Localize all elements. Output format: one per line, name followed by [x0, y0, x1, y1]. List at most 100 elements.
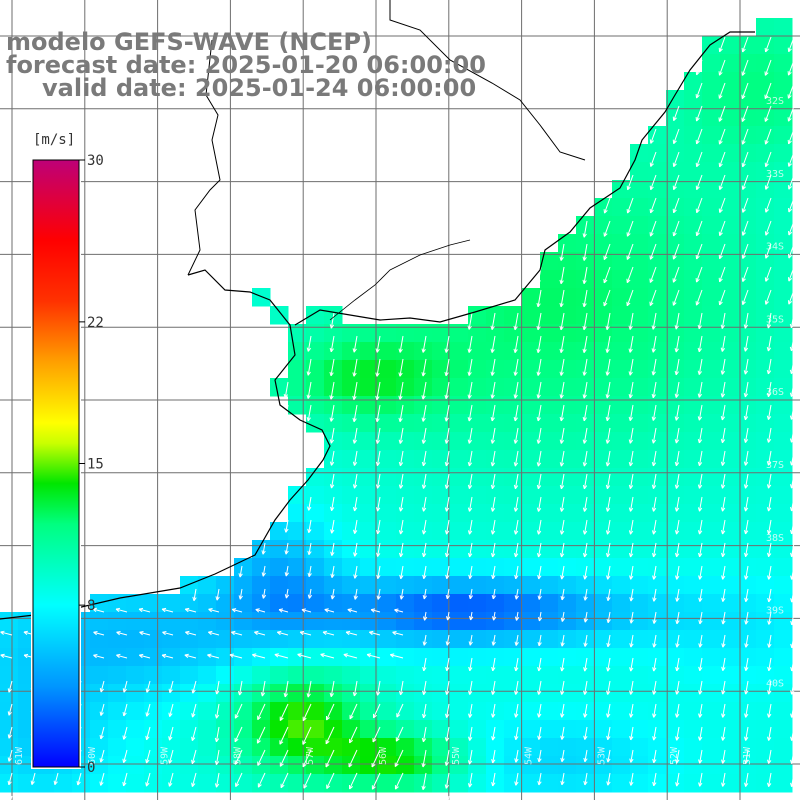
wind-speed-cell: [612, 666, 631, 685]
wind-speed-cell: [486, 756, 505, 775]
wind-speed-cell: [702, 522, 721, 541]
wind-speed-cell: [540, 558, 559, 577]
wind-speed-cell: [468, 414, 487, 433]
wind-speed-cell: [144, 720, 163, 739]
wind-speed-cell: [612, 756, 631, 775]
wind-speed-cell: [540, 450, 559, 469]
wind-speed-cell: [702, 270, 721, 289]
wind-speed-cell: [738, 90, 757, 109]
wind-speed-cell: [738, 558, 757, 577]
wind-speed-cell: [414, 720, 433, 739]
wind-speed-cell: [738, 234, 757, 253]
wind-speed-cell: [540, 576, 559, 595]
wind-speed-cell: [576, 234, 595, 253]
wind-speed-cell: [612, 270, 631, 289]
wind-speed-cell: [666, 270, 685, 289]
wind-speed-cell: [486, 576, 505, 595]
wind-speed-cell: [522, 648, 541, 667]
wind-speed-cell: [504, 738, 523, 757]
wind-speed-cell: [774, 360, 793, 379]
wind-speed-cell: [522, 288, 541, 307]
wind-speed-cell: [522, 414, 541, 433]
wind-speed-cell: [126, 702, 145, 721]
wind-speed-cell: [702, 72, 721, 91]
wind-speed-cell: [612, 486, 631, 505]
wind-speed-cell: [288, 702, 307, 721]
wind-speed-cell: [306, 630, 325, 649]
wind-speed-cell: [684, 198, 703, 217]
wind-speed-cell: [396, 738, 415, 757]
wind-speed-cell: [558, 702, 577, 721]
wind-speed-cell: [774, 504, 793, 523]
wind-speed-cell: [738, 504, 757, 523]
wind-speed-cell: [324, 342, 343, 361]
wind-speed-cell: [540, 720, 559, 739]
wind-speed-cell: [378, 648, 397, 667]
wind-speed-cell: [144, 702, 163, 721]
wind-speed-cell: [252, 288, 271, 307]
wind-speed-cell: [450, 648, 469, 667]
wind-speed-cell: [486, 648, 505, 667]
wind-speed-cell: [486, 630, 505, 649]
wind-speed-cell: [720, 54, 739, 73]
wind-speed-cell: [756, 342, 775, 361]
wind-speed-cell: [720, 162, 739, 181]
wind-speed-cell: [396, 594, 415, 613]
valid-date: valid date: 2025-01-24 06:00:00: [42, 76, 476, 100]
wind-speed-cell: [756, 144, 775, 163]
wind-speed-cell: [540, 612, 559, 631]
wind-speed-cell: [684, 612, 703, 631]
wind-speed-cell: [666, 450, 685, 469]
wind-speed-cell: [702, 198, 721, 217]
wind-speed-cell: [540, 360, 559, 379]
wind-speed-cell: [666, 342, 685, 361]
wind-speed-cell: [252, 558, 271, 577]
wind-speed-cell: [468, 612, 487, 631]
wind-speed-cell: [540, 414, 559, 433]
wind-speed-cell: [378, 540, 397, 559]
latitude-label: 39S: [766, 606, 784, 617]
wind-speed-cell: [288, 774, 307, 793]
wind-speed-cell: [540, 396, 559, 415]
wind-speed-cell: [306, 540, 325, 559]
wind-speed-cell: [432, 576, 451, 595]
wind-speed-cell: [378, 360, 397, 379]
wind-speed-cell: [306, 720, 325, 739]
wind-speed-cell: [0, 702, 19, 721]
wind-speed-cell: [612, 522, 631, 541]
wind-speed-cell: [504, 666, 523, 685]
wind-speed-cell: [684, 108, 703, 127]
wind-speed-cell: [702, 738, 721, 757]
wind-speed-cell: [378, 378, 397, 397]
wind-speed-cell: [486, 342, 505, 361]
wind-speed-cell: [450, 774, 469, 793]
wind-speed-cell: [612, 378, 631, 397]
wind-speed-cell: [288, 342, 307, 361]
wind-speed-cell: [504, 486, 523, 505]
wind-speed-cell: [630, 342, 649, 361]
wind-speed-cell: [774, 486, 793, 505]
wind-speed-cell: [756, 504, 775, 523]
wind-speed-cell: [522, 612, 541, 631]
wind-speed-cell: [180, 612, 199, 631]
wind-speed-cell: [756, 432, 775, 451]
wind-speed-cell: [684, 396, 703, 415]
wind-speed-cell: [90, 774, 109, 793]
wind-speed-cell: [378, 720, 397, 739]
wind-speed-cell: [756, 108, 775, 127]
wind-speed-cell: [738, 702, 757, 721]
wind-speed-cell: [450, 684, 469, 703]
wind-speed-cell: [396, 342, 415, 361]
longitude-label: 61W: [14, 746, 25, 765]
wind-speed-cell: [234, 666, 253, 685]
wind-speed-cell: [702, 630, 721, 649]
wind-speed-cell: [432, 738, 451, 757]
wind-speed-cell: [396, 630, 415, 649]
wind-speed-cell: [630, 594, 649, 613]
wind-speed-cell: [648, 666, 667, 685]
wind-speed-cell: [450, 450, 469, 469]
wind-speed-cell: [468, 774, 487, 793]
wind-speed-cell: [414, 522, 433, 541]
wind-speed-cell: [774, 18, 793, 37]
wind-speed-cell: [162, 720, 181, 739]
